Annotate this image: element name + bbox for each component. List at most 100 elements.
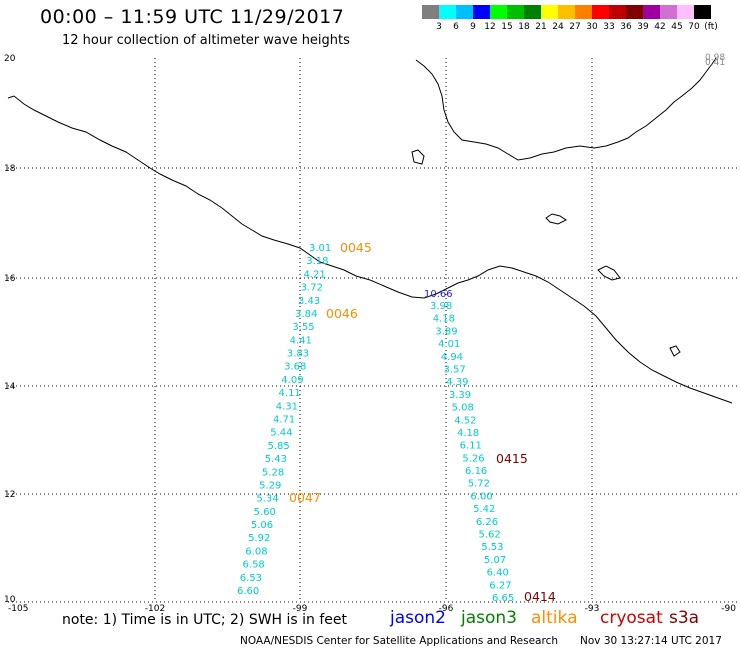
wave-height-label: 4.71	[273, 415, 295, 426]
wave-height-label: 4.09	[281, 375, 303, 386]
satellite-label-altika: altika	[531, 608, 578, 628]
coastline-lake	[669, 345, 681, 357]
legend-label: 33	[603, 22, 615, 32]
lon-tick-label: -99	[293, 604, 308, 614]
wave-height-label: 6.65	[492, 593, 514, 604]
wave-height-label: 3.43	[298, 296, 320, 307]
color-legend-labels: 3 6 9 12 15 18 21 24 27 30 33 36 39 42 45 70 (ft)	[0, 22, 740, 36]
coastline-lake	[545, 213, 567, 225]
altimeter-tracks: 3.01 3.18 4.21 3.72 3.43 3.84 3.55 4.41 3.83 3.68…	[237, 243, 514, 604]
wave-height-label: 5.42	[473, 504, 495, 515]
wave-height-label: 5.92	[248, 533, 270, 544]
coastline-gulf-mexico	[415, 57, 717, 161]
corner-labels: 0.980.41	[705, 53, 725, 68]
legend-swatch	[592, 5, 609, 19]
wave-height-label: 4.39	[446, 377, 468, 388]
pass-label: 0046	[326, 306, 358, 321]
graticule	[8, 58, 738, 603]
legend-label: 70	[688, 22, 700, 32]
coastline	[7, 57, 733, 404]
lon-tick-label: -93	[585, 604, 600, 614]
wave-height-label: 6.00	[470, 491, 492, 502]
lat-tick-label: 12	[4, 490, 15, 500]
coastline-lake	[597, 265, 621, 281]
wave-height-label: 5.62	[479, 530, 501, 541]
wave-height-label: 6.40	[487, 568, 509, 579]
legend-label: 42	[654, 22, 666, 32]
legend-label: 9	[470, 22, 476, 32]
legend-swatch	[609, 5, 626, 19]
lat-tick-label: 20	[4, 54, 16, 64]
legend-swatch	[660, 5, 677, 19]
wave-height-label: 5.28	[262, 467, 284, 478]
legend-label: (ft)	[704, 22, 718, 32]
wave-height-label: 4.18	[457, 428, 479, 439]
lat-tick-label: 18	[4, 164, 16, 174]
wave-height-label: 3.98	[430, 301, 452, 312]
lon-tick-label: -90	[721, 604, 736, 614]
wave-height-label: 5.08	[452, 403, 474, 414]
pass-label: 0414	[524, 589, 556, 604]
satellite-label-jason2: jason2	[390, 608, 446, 628]
wave-height-label: 5.72	[468, 479, 490, 490]
legend-swatch	[490, 5, 507, 19]
lat-tick-label: 16	[4, 274, 16, 284]
legend-swatch	[473, 5, 490, 19]
coastline-pacific-mexico	[7, 95, 733, 404]
wave-height-label: 4.18	[433, 314, 455, 325]
wave-height-label: 3.18	[306, 256, 328, 267]
legend-label: 15	[501, 22, 513, 32]
legend-swatch	[439, 5, 456, 19]
pass-label: 0415	[496, 451, 528, 466]
axis-labels: -105 -102 -99 -96 -93 -90 20 18 16 14 12 10	[4, 54, 736, 614]
wave-height-label: 5.29	[259, 480, 281, 491]
wave-height-label: 3.57	[443, 364, 465, 375]
wave-height-label: 5.53	[481, 542, 503, 553]
satellite-label-jason3: jason3	[461, 608, 517, 628]
wave-height-label: 4.31	[276, 401, 298, 412]
wave-height-label: 6.26	[476, 517, 498, 528]
wave-height-label: 3.89	[435, 326, 457, 337]
wave-height-label: 3.72	[301, 283, 323, 294]
wave-height-label: 4.94	[441, 352, 463, 363]
wave-height-label: 3.01	[309, 243, 331, 254]
lat-tick-label: 14	[4, 382, 16, 392]
wave-height-label: 4.21	[303, 269, 325, 280]
legend-label: 6	[453, 22, 459, 32]
pass-label: 0045	[340, 240, 372, 255]
lon-tick-label: -96	[439, 604, 454, 614]
map-title: 00:00 – 11:59 UTC 11/29/2017	[40, 6, 345, 28]
legend-label: 27	[569, 22, 581, 32]
wave-height-label: 5.85	[267, 441, 289, 452]
legend-swatch	[456, 5, 473, 19]
legend-swatch	[422, 5, 439, 19]
wave-height-label: 6.60	[237, 586, 259, 597]
wave-height-label: 5.44	[270, 428, 292, 439]
wave-height-label: 6.11	[460, 441, 482, 452]
legend-label: 18	[518, 22, 530, 32]
legend-swatch	[558, 5, 575, 19]
corner-value-label: 0.98	[705, 53, 725, 63]
legend-label: 21	[535, 22, 547, 32]
coastline-island	[411, 149, 425, 165]
wave-height-label: 3.68	[284, 362, 306, 373]
corner-value-label: 0.41	[705, 58, 725, 68]
wave-height-label: 5.06	[251, 520, 273, 531]
wave-height-label: 10.66	[424, 289, 453, 300]
lat-tick-label: 10	[4, 595, 16, 605]
legend-swatch	[694, 5, 711, 19]
wave-height-label: 6.27	[489, 580, 511, 591]
wave-height-label: 3.39	[449, 390, 471, 401]
satellite-label-cryosat: cryosat	[600, 608, 663, 628]
wave-height-label: 3.84	[295, 309, 317, 320]
wave-height-label: 4.11	[279, 388, 301, 399]
wave-height-label: 4.52	[454, 415, 476, 426]
wave-height-label: 6.16	[465, 466, 487, 477]
legend-swatch	[507, 5, 524, 19]
legend-swatch	[575, 5, 592, 19]
wave-height-label: 3.83	[287, 349, 309, 360]
wave-height-label: 5.60	[254, 507, 276, 518]
wave-height-label: 5.07	[484, 555, 506, 566]
pass-labels: 0045 0046 0047 0415 0414	[289, 240, 556, 604]
legend-label: 3	[436, 22, 442, 32]
